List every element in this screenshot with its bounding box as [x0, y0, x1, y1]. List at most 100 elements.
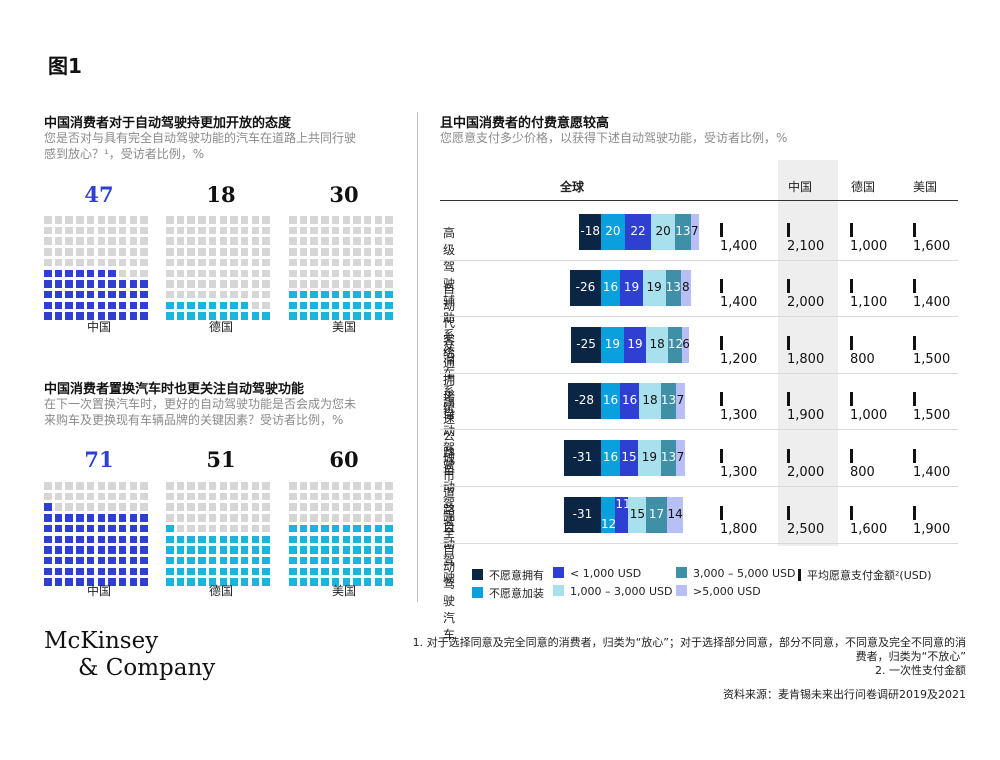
- waffle-cell: [321, 301, 329, 310]
- waffle-cell: [230, 546, 238, 554]
- avg-payment-value: 1,500: [913, 352, 951, 367]
- waffle-cell: [240, 556, 249, 565]
- avg-payment-1: 2,100: [787, 223, 824, 254]
- waffle-cell: [76, 556, 84, 565]
- waffle-cell: [108, 503, 116, 511]
- bar-segment: [569, 270, 601, 306]
- waffle-cell: [251, 312, 260, 320]
- waffle-cell: [76, 280, 84, 288]
- waffle-cell: [44, 567, 52, 576]
- waffle-cell: [198, 578, 206, 586]
- waffle-cell: [251, 269, 260, 277]
- waffle-cell: [353, 301, 361, 310]
- waffle-cell: [208, 280, 217, 288]
- waffle-cell: [289, 482, 297, 490]
- avg-payment-2: 1,000: [850, 223, 887, 254]
- waffle-cell: [76, 312, 84, 320]
- waffle-country-label-2: 美国: [331, 320, 356, 334]
- waffle-cell: [140, 248, 148, 256]
- waffle-cell: [230, 482, 238, 490]
- waffle-cell: [363, 524, 372, 533]
- waffle-cell: [251, 226, 260, 235]
- waffle-cell: [230, 226, 238, 235]
- waffle-cell: [385, 290, 393, 299]
- waffle-cell: [140, 503, 148, 511]
- waffle-cell: [219, 301, 227, 310]
- avg-payment-bar: [850, 336, 853, 350]
- waffle-cell: [198, 514, 206, 522]
- waffle-cell: [374, 237, 383, 245]
- waffle-cell: [299, 301, 308, 310]
- bar-segment-label: 6: [682, 337, 690, 351]
- waffle-cell: [363, 503, 372, 511]
- waffle-cell: [108, 269, 116, 277]
- waffle-cell: [251, 567, 260, 576]
- waffle-cell: [289, 237, 297, 245]
- waffle-cell: [76, 578, 84, 586]
- waffle-cell: [219, 269, 227, 277]
- bar-segment-label: 18: [649, 337, 665, 351]
- waffle-cell: [208, 503, 217, 511]
- legend-label: < 1,000 USD: [570, 567, 642, 580]
- waffle-cell: [108, 524, 116, 533]
- avg-payment-bar: [913, 279, 916, 293]
- bar-segment-label: 13: [665, 280, 681, 294]
- waffle-cell: [44, 248, 52, 256]
- waffle-cell: [374, 524, 383, 533]
- waffle-cell: [251, 524, 260, 533]
- waffle-cell: [118, 216, 127, 224]
- waffle-cell: [176, 216, 185, 224]
- waffle-cell: [118, 578, 127, 586]
- waffle-cell: [44, 312, 52, 320]
- waffle-cell: [176, 237, 185, 245]
- waffle-cell: [310, 269, 318, 277]
- waffle-cell: [65, 482, 73, 490]
- waffle-value-2: 60: [329, 447, 359, 472]
- waffle-cell: [289, 226, 297, 235]
- waffle-cell: [331, 237, 340, 245]
- legend-lt-1000: < 1,000 USD: [553, 567, 641, 580]
- waffle-cell: [385, 578, 393, 586]
- waffle-cell: [289, 556, 297, 565]
- waffle-cell: [219, 503, 227, 511]
- waffle-cell: [54, 578, 63, 586]
- waffle-cell: [262, 312, 270, 320]
- avg-payment-value: 2,000: [787, 465, 825, 480]
- bar-segment-label: 17: [648, 507, 665, 521]
- waffle-cell: [140, 312, 148, 320]
- waffle-cell: [54, 514, 63, 522]
- waffle-cell: [76, 482, 84, 490]
- legend-swatch: [553, 585, 564, 596]
- waffle-cell: [262, 556, 270, 565]
- waffle-cell: [353, 269, 361, 277]
- waffle-cell: [289, 524, 297, 533]
- waffle-cell: [299, 556, 308, 565]
- waffle-cell: [219, 535, 227, 543]
- waffle-cell: [76, 524, 84, 533]
- waffle-cell: [299, 578, 308, 586]
- waffle-cell: [118, 556, 127, 565]
- waffle-cell: [129, 546, 138, 554]
- waffle-cell: [129, 301, 138, 310]
- waffle-cell: [187, 482, 195, 490]
- waffle-cell: [289, 492, 297, 501]
- waffle-country-label-0: 中国: [86, 320, 111, 334]
- bar-segment-label: 19: [627, 337, 643, 351]
- waffle-cell: [65, 524, 73, 533]
- waffle-cell: [54, 524, 63, 533]
- waffle-cell: [65, 226, 73, 235]
- waffle-cell: [251, 482, 260, 490]
- waffle-cell: [342, 514, 350, 522]
- waffle-cell: [166, 482, 174, 490]
- waffle-cell: [230, 535, 238, 543]
- waffle-cell: [176, 514, 185, 522]
- waffle-cell: [198, 226, 206, 235]
- waffle-cell: [76, 535, 84, 543]
- bar-segment-label: 20: [655, 224, 671, 238]
- waffle-country-label-1: 德国: [208, 320, 233, 334]
- waffle-cell: [219, 312, 227, 320]
- waffle-cell: [86, 482, 95, 490]
- waffle-cell: [187, 237, 195, 245]
- waffle-cell: [176, 258, 185, 267]
- avg-payment-value: 1,100: [850, 295, 888, 310]
